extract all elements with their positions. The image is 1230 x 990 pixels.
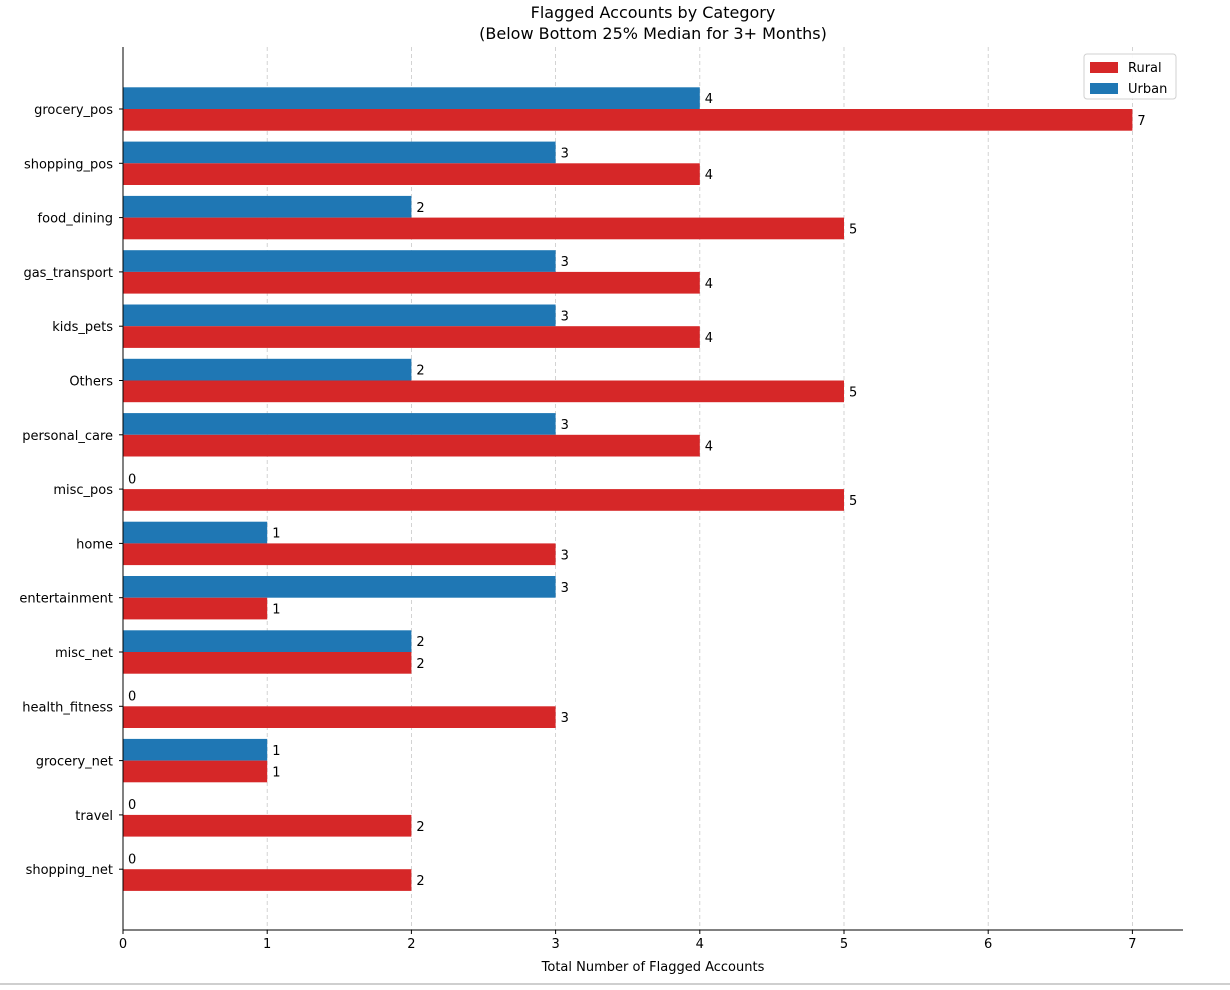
bar-urban [123,521,268,544]
bar-rural [123,814,412,837]
chart-title: Flagged Accounts by Category [531,3,776,22]
value-labels: 4 7 3 4 2 5 3 4 3 4 2 5 3 4 0 5 1 3 3 1 2 2 0 3 1 1 0 2 0 2 [128,92,1146,889]
bar-rural [123,326,700,348]
data-label-urban: 1 [272,527,280,542]
legend: Rural Urban [1083,53,1177,100]
bar-rural [123,434,700,457]
data-label-urban: 2 [416,201,424,216]
bars [123,87,1133,891]
bar-urban [123,738,268,761]
bar-rural [123,760,268,783]
bar-rural [123,652,412,674]
bar-rural [123,163,700,185]
x-tick-label: 0 [119,937,127,952]
bar-rural [123,380,844,403]
data-label-urban: 3 [561,418,569,433]
legend-swatch-urban [1090,83,1118,94]
data-label-rural: 4 [705,168,713,183]
data-label-urban: 0 [128,472,136,487]
y-tick-label: Others [69,375,113,390]
data-label-rural: 2 [416,657,424,672]
bar-rural [123,271,700,294]
bar-urban [123,358,412,381]
y-tick-label: food_dining [38,212,113,227]
data-label-urban: 3 [561,255,569,270]
data-label-rural: 5 [849,385,857,400]
data-label-urban: 0 [128,689,136,704]
chart-subtitle: (Below Bottom 25% Median for 3+ Months) [479,24,827,43]
data-label-urban: 3 [561,581,569,596]
y-tick-label: entertainment [19,592,113,607]
y-tick-label: misc_pos [53,483,113,498]
x-tick-label: 6 [984,937,992,952]
y-tick-label: personal_care [22,429,113,444]
bar-rural [123,543,556,566]
y-tick-label: grocery_pos [34,103,113,118]
grid-lines [266,47,1133,930]
data-label-urban: 0 [128,852,136,867]
x-tick-label: 5 [840,937,848,952]
bar-rural [123,597,268,620]
data-label-rural: 7 [1137,114,1145,129]
y-tick-label: grocery_net [36,755,113,770]
data-label-rural: 1 [272,765,280,780]
data-label-urban: 1 [272,744,280,759]
legend-swatch-rural [1090,62,1118,73]
x-tick-label: 3 [551,937,559,952]
x-axis-label: Total Number of Flagged Accounts [541,960,765,975]
data-label-rural: 4 [705,277,713,292]
y-tick-label: travel [75,809,113,824]
legend-label-rural: Rural [1128,61,1162,76]
data-label-urban: 3 [561,309,569,324]
bar-urban [123,195,412,218]
bar-urban [123,87,700,109]
bar-urban [123,630,412,652]
y-tick-label: shopping_net [26,863,113,878]
data-label-rural: 2 [416,820,424,835]
data-label-rural: 1 [272,603,280,618]
bar-urban [123,576,556,598]
legend-label-urban: Urban [1128,82,1167,97]
bar-urban [123,250,556,272]
data-label-rural: 2 [416,874,424,889]
data-label-urban: 2 [416,635,424,650]
data-label-rural: 5 [849,494,857,509]
bar-rural [123,869,412,891]
x-tick-label: 7 [1128,937,1136,952]
y-tick-label: shopping_pos [24,157,113,172]
y-tick-labels: grocery_pos shopping_pos food_dining gas_tr… [19,103,113,878]
bar-urban [123,304,556,327]
y-tick-label: gas_transport [23,266,113,281]
bar-urban [123,141,556,164]
y-tick-label: home [76,537,113,552]
data-label-rural: 5 [849,222,857,237]
axes [119,47,1183,934]
data-label-urban: 0 [128,798,136,813]
data-label-urban: 2 [416,364,424,379]
data-label-rural: 3 [561,711,569,726]
y-tick-label: health_fitness [22,700,113,715]
data-label-rural: 3 [561,548,569,563]
data-label-urban: 3 [561,146,569,161]
bar-urban [123,413,556,435]
y-tick-label: misc_net [55,646,113,661]
y-tick-label: kids_pets [52,320,113,335]
x-tick-label: 1 [263,937,271,952]
data-label-rural: 4 [705,331,713,346]
x-tick-label: 4 [696,937,704,952]
bar-rural [123,706,556,728]
data-label-urban: 4 [705,92,713,107]
bar-rural [123,489,844,511]
bottom-divider [0,983,1230,985]
bar-rural [123,109,1133,131]
bar-rural [123,217,844,240]
x-tick-label: 2 [407,937,415,952]
data-label-rural: 4 [705,440,713,455]
x-tick-labels: 0 1 2 3 4 5 6 7 [119,937,1137,952]
